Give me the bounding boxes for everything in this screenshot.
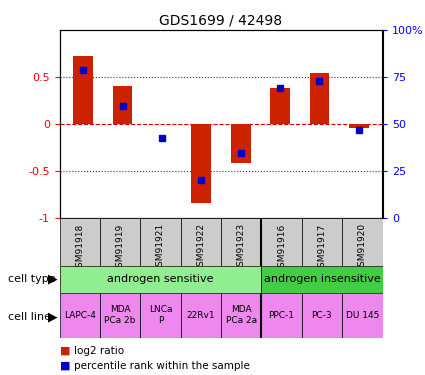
FancyBboxPatch shape	[261, 266, 382, 292]
Bar	[191, 124, 211, 203]
Text: PC-3: PC-3	[312, 310, 332, 320]
FancyBboxPatch shape	[342, 217, 382, 266]
Text: ■: ■	[60, 346, 70, 355]
FancyBboxPatch shape	[60, 217, 100, 266]
Text: GSM91922: GSM91922	[196, 224, 205, 272]
Text: GSM91923: GSM91923	[237, 224, 246, 273]
FancyBboxPatch shape	[60, 292, 100, 338]
FancyBboxPatch shape	[302, 292, 342, 338]
Bar	[270, 88, 290, 124]
FancyBboxPatch shape	[181, 217, 221, 266]
FancyBboxPatch shape	[181, 292, 221, 338]
Bar	[349, 124, 369, 128]
Text: androgen sensitive: androgen sensitive	[107, 274, 214, 284]
Text: DU 145: DU 145	[346, 310, 379, 320]
FancyBboxPatch shape	[302, 217, 342, 266]
FancyBboxPatch shape	[342, 292, 382, 338]
Text: percentile rank within the sample: percentile rank within the sample	[74, 361, 250, 370]
Title: GDS1699 / 42498: GDS1699 / 42498	[159, 13, 283, 27]
FancyBboxPatch shape	[60, 266, 261, 292]
Text: GSM91919: GSM91919	[116, 224, 125, 273]
FancyBboxPatch shape	[261, 217, 302, 266]
Text: MDA
PCa 2b: MDA PCa 2b	[105, 305, 136, 325]
Text: MDA
PCa 2a: MDA PCa 2a	[226, 305, 257, 325]
Text: LNCa
P: LNCa P	[149, 305, 172, 325]
FancyBboxPatch shape	[140, 217, 181, 266]
Text: cell line: cell line	[8, 312, 51, 322]
Bar	[73, 56, 93, 124]
Bar	[231, 124, 251, 163]
Text: PPC-1: PPC-1	[269, 310, 295, 320]
FancyBboxPatch shape	[100, 217, 140, 266]
Bar	[310, 73, 329, 124]
Text: cell type: cell type	[8, 274, 56, 284]
Text: ■: ■	[60, 361, 70, 370]
Text: GSM91916: GSM91916	[277, 224, 286, 273]
Text: androgen insensitive: androgen insensitive	[264, 274, 380, 284]
Text: ▶: ▶	[48, 273, 58, 286]
FancyBboxPatch shape	[221, 217, 261, 266]
Text: GSM91921: GSM91921	[156, 224, 165, 273]
Text: GSM91920: GSM91920	[358, 224, 367, 273]
FancyBboxPatch shape	[140, 292, 181, 338]
Text: GSM91917: GSM91917	[317, 224, 326, 273]
FancyBboxPatch shape	[100, 292, 140, 338]
FancyBboxPatch shape	[221, 292, 261, 338]
Text: ▶: ▶	[48, 310, 58, 323]
Bar	[113, 86, 132, 124]
Text: LAPC-4: LAPC-4	[64, 310, 96, 320]
Text: 22Rv1: 22Rv1	[187, 310, 215, 320]
FancyBboxPatch shape	[261, 292, 302, 338]
Text: GSM91918: GSM91918	[75, 224, 84, 273]
Text: log2 ratio: log2 ratio	[74, 346, 125, 355]
